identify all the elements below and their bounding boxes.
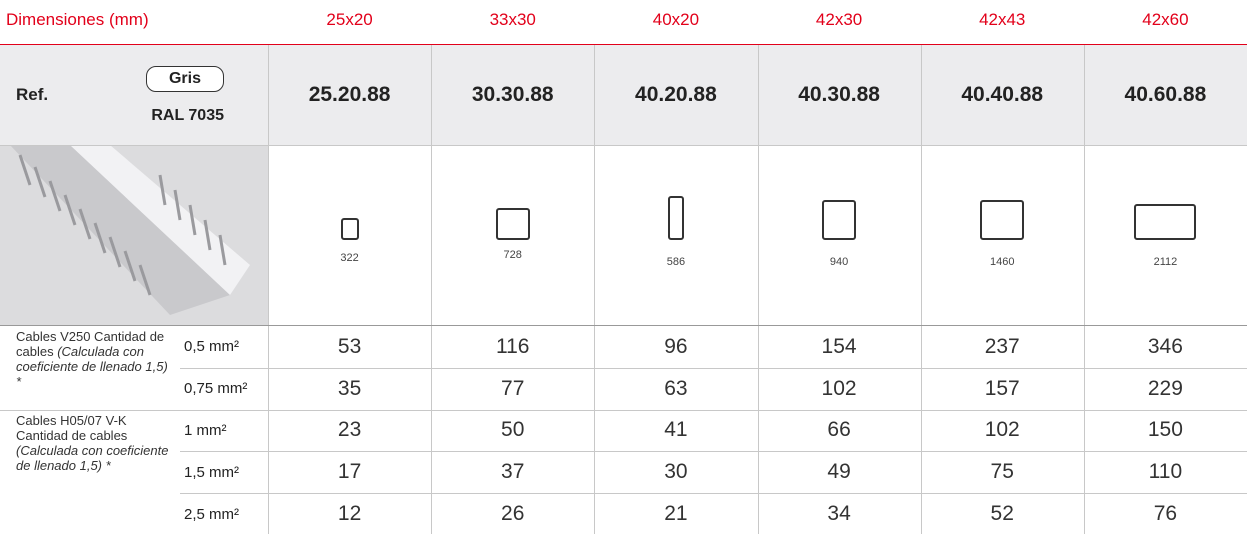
cable-count: 52	[921, 493, 1084, 534]
cable-count: 23	[268, 410, 431, 452]
ref-code: 30.30.88	[431, 45, 594, 145]
cable-count: 102	[921, 410, 1084, 452]
section-icon	[341, 218, 359, 240]
cable-count: 12	[268, 493, 431, 534]
cable-count: 63	[594, 368, 757, 410]
section-icon	[1134, 204, 1196, 240]
group-title: Cables H05/07 V-K Cantidad de cables	[16, 413, 127, 443]
cable-count: 116	[431, 326, 594, 368]
color-badge: Gris	[146, 66, 224, 92]
section-area: 322	[268, 252, 431, 264]
cable-count: 102	[758, 368, 921, 410]
cable-count: 30	[594, 451, 757, 493]
cable-count: 229	[1084, 368, 1247, 410]
section-label: 2,5 mm²	[180, 493, 268, 534]
section-icon	[496, 208, 530, 240]
dimension: 40x20	[594, 10, 757, 30]
dimension: 25x20	[268, 10, 431, 30]
ral-label: RAL 7035	[136, 107, 224, 125]
section-area: 940	[758, 256, 921, 268]
dimensions-label: Dimensiones (mm)	[6, 10, 149, 30]
cable-count: 49	[758, 451, 921, 493]
group-label: Cables V250 Cantidad de cables (Calculad…	[16, 329, 176, 389]
cable-count: 346	[1084, 326, 1247, 368]
cable-count: 237	[921, 326, 1084, 368]
ref-code: 40.40.88	[921, 45, 1084, 145]
cable-count: 35	[268, 368, 431, 410]
ref-code: 25.20.88	[268, 45, 431, 145]
cable-count: 66	[758, 410, 921, 452]
product-image-cell	[0, 145, 268, 325]
cable-count: 150	[1084, 410, 1247, 452]
section-icon	[822, 200, 856, 240]
section-label: 1,5 mm²	[180, 451, 268, 493]
section-area: 586	[594, 256, 757, 268]
cable-count: 17	[268, 451, 431, 493]
cable-count: 96	[594, 326, 757, 368]
dimension: 42x43	[921, 10, 1084, 30]
section-area: 728	[431, 249, 594, 261]
row-divider	[0, 145, 1247, 146]
cable-count: 50	[431, 410, 594, 452]
dimension: 33x30	[431, 10, 594, 30]
cable-count: 75	[921, 451, 1084, 493]
cable-count: 34	[758, 493, 921, 534]
ref-code: 40.60.88	[1084, 45, 1247, 145]
group-label: Cables H05/07 V-K Cantidad de cables (Ca…	[16, 413, 176, 473]
product-image	[0, 145, 268, 325]
section-label: 0,75 mm²	[180, 368, 268, 410]
ref-code: 40.20.88	[594, 45, 757, 145]
dimension: 42x30	[758, 10, 921, 30]
cable-count: 37	[431, 451, 594, 493]
section-icon	[980, 200, 1024, 240]
section-area: 1460	[921, 256, 1084, 268]
group-note: (Calculada con coeficiente de llenado 1,…	[16, 443, 168, 473]
cable-count: 41	[594, 410, 757, 452]
cable-count: 77	[431, 368, 594, 410]
cable-count: 53	[268, 326, 431, 368]
cable-count: 21	[594, 493, 757, 534]
cable-count: 154	[758, 326, 921, 368]
section-label: 0,5 mm²	[180, 326, 268, 368]
cable-count: 110	[1084, 451, 1247, 493]
cable-count: 157	[921, 368, 1084, 410]
ref-code: 40.30.88	[758, 45, 921, 145]
page: Ref. Gris RAL 7035 Dimensiones (mm) 25x2…	[0, 0, 1247, 534]
section-area: 2112	[1084, 256, 1247, 268]
cable-count: 26	[431, 493, 594, 534]
section-label: 1 mm²	[180, 410, 268, 452]
ref-label: Ref.	[16, 85, 48, 105]
section-icon	[668, 196, 684, 240]
dimension: 42x60	[1084, 10, 1247, 30]
cable-count: 76	[1084, 493, 1247, 534]
